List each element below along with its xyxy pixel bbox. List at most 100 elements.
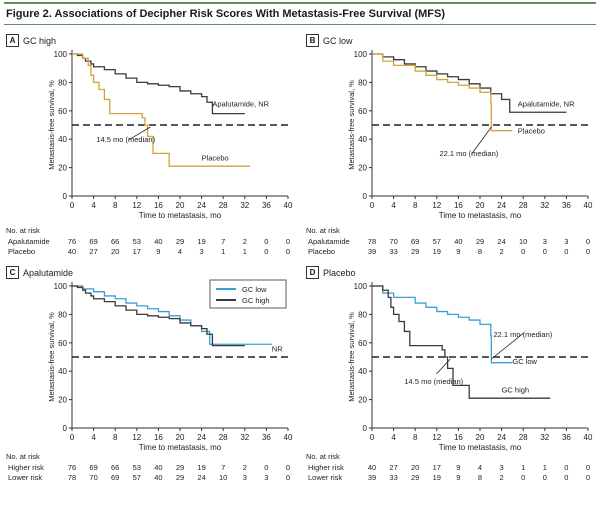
panel-b-risk-cell: 57 bbox=[432, 237, 441, 246]
panel-b-x-axis-label: Time to metastasis, mo bbox=[439, 211, 522, 220]
panel-b-y-tick-label-0: 0 bbox=[363, 192, 368, 201]
panel-b-x-tick-label-8: 32 bbox=[540, 201, 549, 210]
panel-b-risk-cell: 69 bbox=[411, 237, 420, 246]
panel-b-risk-row-label-0: Apalutamide bbox=[308, 237, 350, 246]
panel-c-risk-table: No. at risk Higher risk 76 69 66 53 40 29 19 7 2 0 0… bbox=[6, 452, 296, 486]
panel-c-risk-cell: 24 bbox=[197, 473, 206, 482]
panel-d-curve-gc-low bbox=[372, 285, 513, 364]
panel-b-curve-apalutamide bbox=[372, 53, 567, 113]
panel-a-risk-cell: 66 bbox=[111, 237, 120, 246]
panel-a-risk-cell: 29 bbox=[175, 237, 185, 246]
panel-d-y-tick-label-0: 0 bbox=[363, 424, 368, 433]
panel-b-risk-cell: 19 bbox=[432, 247, 441, 256]
panel-c-x-tick-label-7: 28 bbox=[219, 433, 228, 442]
panel-a-risk-cell: 0 bbox=[264, 247, 269, 256]
panel-d-risk-cell: 20 bbox=[411, 463, 420, 472]
panel-d-curve-gc-high bbox=[372, 285, 551, 399]
panel-a-y-tick-label-0: 0 bbox=[63, 192, 68, 201]
panel-c-risk-cell: 29 bbox=[175, 473, 185, 482]
panel-c-risk-cell: 2 bbox=[242, 463, 247, 472]
panel-d-annotation-3: GC high bbox=[502, 386, 530, 395]
panel-b-annotation-0: Apalutamide, NR bbox=[518, 100, 575, 109]
panel-d-risk-cell: 9 bbox=[456, 463, 461, 472]
panel-c-x-tick-label-5: 20 bbox=[176, 433, 185, 442]
panel-b-risk-cell: 0 bbox=[521, 247, 526, 256]
panel-b-risk-row-label-1: Placebo bbox=[308, 247, 336, 256]
panel-a-risk-cell: 53 bbox=[132, 237, 141, 246]
panel-b-letter: B bbox=[306, 34, 319, 47]
panel-d-risk-cell: 0 bbox=[585, 473, 591, 482]
panel-c-legend-label-1: GC high bbox=[242, 296, 270, 305]
panel-c-y-tick-label-2: 40 bbox=[58, 367, 67, 376]
panel-c-risk-row-label-0: Higher risk bbox=[8, 463, 44, 472]
panel-b-x-tick-label-0: 0 bbox=[370, 201, 375, 210]
panel-d-annotation-arrow-1 bbox=[436, 358, 451, 375]
panel-b-risk-cell: 3 bbox=[542, 237, 547, 246]
panel-c-risk-cell: 7 bbox=[221, 463, 226, 472]
panel-a-risk-cell: 7 bbox=[221, 237, 226, 246]
panel-a-risk-cell: 9 bbox=[156, 247, 161, 256]
panel-a-x-tick-label-4: 16 bbox=[154, 201, 163, 210]
panel-a-risk-header: No. at risk bbox=[6, 226, 40, 235]
panel-b-x-tick-label-6: 24 bbox=[497, 201, 506, 210]
panel-a-risk-cell: 0 bbox=[264, 237, 269, 246]
panel-d-risk-header: No. at risk bbox=[306, 452, 340, 461]
panel-c-x-tick-label-6: 24 bbox=[197, 433, 206, 442]
panel-c-legend-box bbox=[209, 279, 287, 309]
panel-d-x-tick-label-8: 32 bbox=[540, 433, 549, 442]
panel-a-risk-cell: 20 bbox=[111, 247, 120, 256]
panel-d-y-tick-label-2: 40 bbox=[358, 367, 367, 376]
panel-a-risk-cell: 1 bbox=[221, 247, 226, 256]
panel-a-y-tick-label-3: 60 bbox=[58, 107, 67, 116]
panel-a-risk-cell: 69 bbox=[89, 237, 98, 246]
panel-d-y-axis-label: Metastasis-free survival, % bbox=[347, 312, 356, 402]
panel-d-risk-row-label-0: Higher risk bbox=[308, 463, 344, 472]
panel-d-risk-cell: 29 bbox=[411, 473, 420, 482]
panel-c-legend-label-0: GC low bbox=[242, 285, 267, 294]
panel-a-x-axis-label: Time to metastasis, mo bbox=[139, 211, 222, 220]
panel-a-risk-cell: 3 bbox=[199, 247, 204, 256]
panel-b-curve-placebo bbox=[372, 53, 513, 132]
panel-b-risk-cell: 39 bbox=[367, 247, 377, 256]
panel-d-x-axis-label: Time to metastasis, mo bbox=[439, 443, 522, 452]
panel-a-y-tick-label-4: 80 bbox=[58, 78, 67, 87]
panel-d-risk-row-label-1: Lower risk bbox=[308, 473, 343, 482]
panel-b-risk-header: No. at risk bbox=[306, 226, 340, 235]
panel-c-risk-cell: 69 bbox=[89, 463, 98, 472]
panel-b-x-tick-label-4: 16 bbox=[454, 201, 463, 210]
panel-b-risk-cell: 0 bbox=[542, 247, 547, 256]
panel-a-x-tick-label-9: 36 bbox=[262, 201, 271, 210]
panel-d-risk-cell: 33 bbox=[389, 473, 398, 482]
panel-d-y-tick-label-3: 60 bbox=[358, 339, 367, 348]
panel-d-x-tick-label-10: 40 bbox=[584, 433, 593, 442]
panel-c-risk-cell: 29 bbox=[175, 463, 185, 472]
panel-c-risk-cell: 0 bbox=[285, 463, 291, 472]
panel-c-risk-cell: 0 bbox=[285, 473, 291, 482]
panel-d-x-tick-label-7: 28 bbox=[519, 433, 528, 442]
panel-d-x-tick-label-4: 16 bbox=[454, 433, 463, 442]
panel-a-risk-cell: 1 bbox=[242, 247, 247, 256]
panel-d-x-tick-label-5: 20 bbox=[476, 433, 485, 442]
panel-b-risk-cell: 78 bbox=[367, 237, 377, 246]
panel-d-risk-cell: 17 bbox=[432, 463, 441, 472]
panel-c-risk-cell: 40 bbox=[154, 463, 163, 472]
panel-c-risk-cell: 78 bbox=[67, 473, 77, 482]
panel-d-risk-cell: 40 bbox=[367, 463, 377, 472]
panel-c-x-tick-label-4: 16 bbox=[154, 433, 163, 442]
panel-a-y-axis-label: Metastasis-free survival, % bbox=[47, 80, 56, 170]
panel-a-risk-cell: 27 bbox=[89, 247, 98, 256]
panel-c-y-tick-label-1: 20 bbox=[58, 396, 67, 405]
panel-a-risk-cell: 40 bbox=[67, 247, 77, 256]
panel-a-risk-cell: 4 bbox=[177, 247, 183, 256]
panel-c-risk-cell: 76 bbox=[67, 463, 77, 472]
panel-b-risk-cell: 29 bbox=[475, 237, 485, 246]
panel-c-risk-cell: 3 bbox=[242, 473, 247, 482]
panel-d-risk-cell: 0 bbox=[542, 473, 547, 482]
panel-a-annotation-1: 14.5 mo (median) bbox=[96, 135, 155, 144]
panel-d-risk-cell: 8 bbox=[477, 473, 483, 482]
panel-b-title: GC low bbox=[323, 35, 353, 46]
top-rule bbox=[4, 2, 596, 4]
panel-b-risk-table: No. at risk Apalutamide 78 70 69 57 40 29 24 10 3 3… bbox=[306, 226, 596, 260]
panel-c-y-tick-label-3: 60 bbox=[58, 339, 67, 348]
